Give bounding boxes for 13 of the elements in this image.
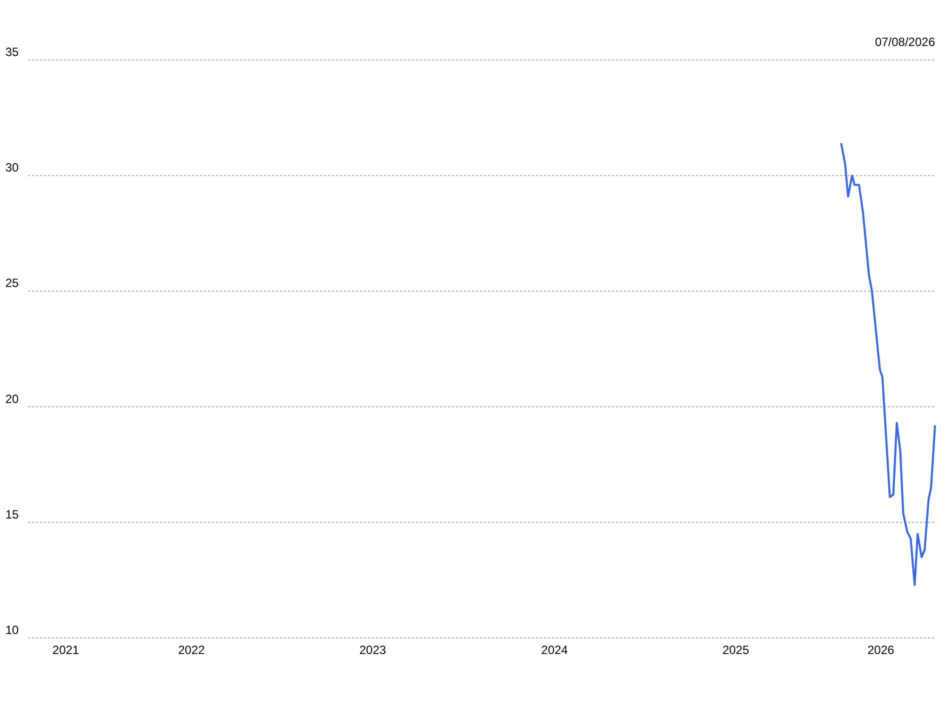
y-tick-label: 10 [5, 623, 19, 637]
x-tick-label: 2025 [722, 643, 750, 657]
x-tick-label: 2023 [359, 643, 386, 657]
x-tick-label: 2024 [541, 643, 568, 657]
y-tick-label: 30 [5, 160, 19, 175]
y-tick-label: 35 [5, 45, 19, 59]
x-tick-label: 2022 [178, 643, 206, 657]
y-tick-label: 25 [5, 276, 19, 290]
x-tick-label: 2026 [868, 643, 895, 657]
y-tick-label: 20 [5, 392, 19, 406]
y-tick-label: 15 [5, 507, 19, 522]
x-tick-label: 2021 [52, 643, 80, 657]
text: 07/08/2026 [874, 35, 936, 49]
